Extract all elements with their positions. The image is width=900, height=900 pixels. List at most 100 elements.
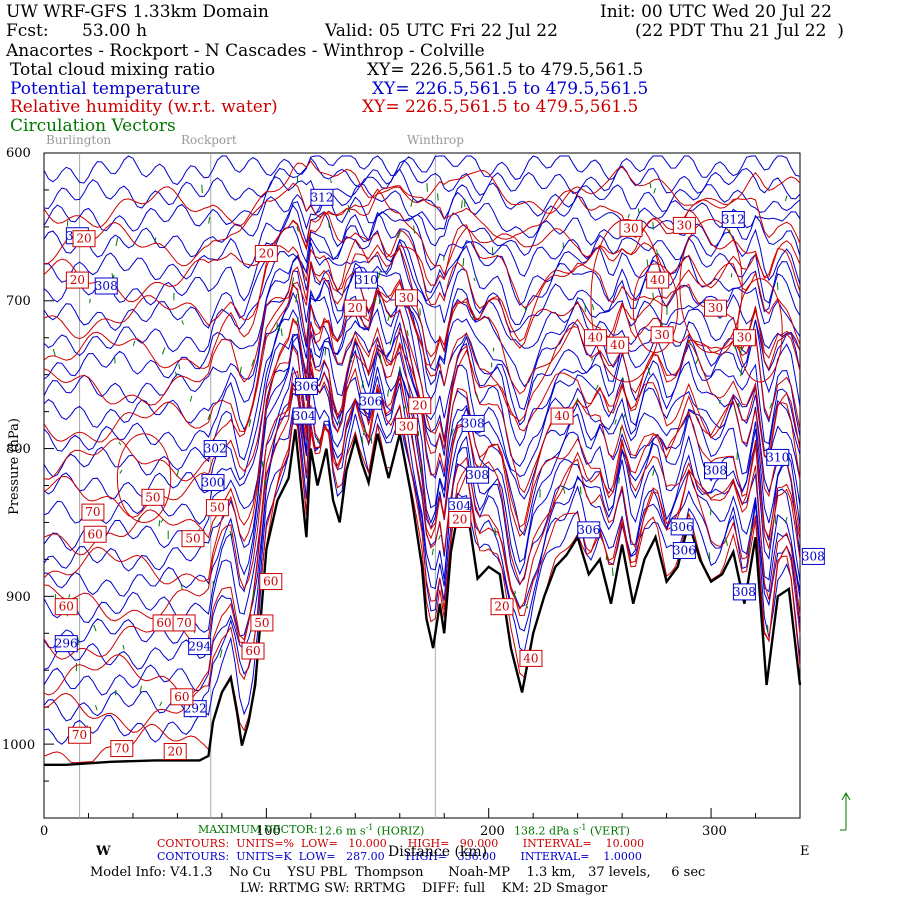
- legend-vectors-name: Circulation Vectors: [10, 116, 176, 136]
- theta-contour-label-box: [188, 638, 212, 656]
- circulation-vector: [296, 317, 300, 323]
- rh-contour-label: 20: [412, 399, 427, 413]
- rh-contour-label: 60: [59, 600, 74, 614]
- rh-contour-loop: [116, 433, 172, 523]
- model-info-physics: LW: RRTMG SW: RRTMG DIFF: full KM: 2D Sm…: [240, 881, 608, 896]
- circulation-vector: [695, 358, 699, 365]
- circulation-vector: [611, 567, 614, 577]
- west-label: W: [96, 844, 111, 859]
- theta-contour-label: 310: [766, 450, 789, 464]
- circulation-vector: [328, 222, 330, 228]
- theta-contour-line: [43, 269, 801, 452]
- circulation-vector: [737, 402, 741, 407]
- rh-contour-label-box: [250, 614, 274, 632]
- rh-contour-label-box: [141, 488, 165, 506]
- rh-contour-label: 20: [76, 232, 91, 246]
- circulation-vector: [437, 193, 439, 201]
- circulation-vector: [139, 685, 142, 693]
- circulation-vector: [776, 282, 779, 291]
- theta-contour-label: 306: [671, 520, 694, 534]
- theta-contour-label: 306: [577, 523, 600, 537]
- circulation-vector: [619, 427, 622, 436]
- circulation-vector: [627, 213, 630, 219]
- rh-contour-label: 40: [588, 331, 603, 345]
- model-title: UW WRF-GFS 1.33km Domain: [6, 2, 269, 22]
- y-tick-label: 1000: [2, 738, 36, 753]
- rh-contour-label: 30: [399, 291, 414, 305]
- circulation-vector: [575, 398, 579, 406]
- rh-contour-label-box: [704, 299, 728, 317]
- circulation-vector: [161, 347, 166, 355]
- rh-contour-label: 50: [145, 490, 160, 504]
- circulation-vector: [728, 229, 732, 235]
- theta-contour-line: [43, 157, 801, 210]
- max-vector-horiz: 12.6 m s-1 (HORIZ): [318, 823, 425, 838]
- circulation-vector: [219, 649, 223, 658]
- circulation-vector: [201, 184, 203, 193]
- theta-contour-label: 312: [722, 213, 745, 227]
- circulation-vector: [280, 328, 283, 337]
- circulation-vector: [373, 299, 377, 304]
- max-vector-vert: 138.2 dPa s-1 (VERT): [514, 823, 630, 838]
- rh-contour-label: 40: [650, 273, 665, 287]
- rh-contour-line: [43, 285, 801, 518]
- theta-contour-line: [43, 383, 801, 696]
- circulation-vector: [708, 552, 711, 560]
- rh-contour-loop: [590, 219, 663, 383]
- theta-contour-label-box: [354, 271, 378, 289]
- rh-contour-line: [43, 415, 801, 764]
- circulation-vector: [734, 408, 737, 414]
- theta-contour-label-box: [310, 188, 334, 206]
- circulation-vector: [132, 340, 136, 347]
- theta-contour-label-box: [704, 462, 728, 480]
- rh-contour-label-box: [448, 510, 472, 528]
- circulation-vector: [649, 182, 652, 189]
- rh-contour-label-box: [72, 230, 96, 248]
- circulation-vector: [389, 339, 392, 345]
- circulation-vector: [252, 590, 255, 600]
- rh-contour-label: 30: [623, 221, 638, 235]
- reference-vector-arrowhead: [841, 791, 851, 801]
- circulation-vector: [647, 366, 651, 376]
- route-label: Anacortes - Rockport - N Cascades - Wint…: [6, 41, 485, 61]
- rh-contour-label: 30: [655, 328, 670, 342]
- rh-contour-label-box: [81, 503, 105, 521]
- rh-contour-label-box: [254, 244, 278, 262]
- legend-theta-name: Potential temperature: [10, 79, 201, 99]
- legend-rh-name: Relative humidity (w.r.t. water): [10, 97, 278, 117]
- theta-contour-label: 304: [448, 499, 471, 513]
- rh-contour-label: 50: [254, 616, 269, 630]
- rh-contour-info: CONTOURS: UNITS=% LOW= 10.000 HIGH= 90.0…: [157, 837, 645, 850]
- rh-contour-loop: [632, 263, 679, 353]
- circulation-vector: [338, 420, 341, 425]
- circulation-vector: [181, 320, 184, 325]
- theta-contour-label: 310: [355, 273, 378, 287]
- circulation-vector: [784, 516, 788, 524]
- model-info: Model Info: V4.1.3 No Cu YSU PBL Thompso…: [90, 865, 706, 880]
- theta-contour-line: [43, 229, 801, 357]
- rh-contour-label-box: [170, 688, 194, 706]
- circulation-vector: [784, 195, 788, 202]
- place-label-rockport: Rockport: [181, 133, 237, 147]
- circulation-vector: [406, 329, 409, 336]
- rh-contour-line: [43, 211, 801, 340]
- circulation-vector: [646, 259, 649, 267]
- rh-contour-label-box: [54, 598, 78, 616]
- circulation-vector: [361, 380, 364, 389]
- rh-contour-label: 30: [737, 331, 752, 345]
- circulation-vector: [420, 466, 423, 475]
- circulation-vector: [52, 348, 56, 357]
- theta-contour-label-box: [461, 414, 485, 432]
- theta-contour-line: [43, 239, 801, 380]
- east-label: E: [800, 844, 810, 859]
- circulation-vector: [176, 469, 180, 477]
- circulation-vector: [115, 237, 119, 247]
- theta-contour-label-box: [201, 474, 225, 492]
- rh-contour-line: [43, 238, 801, 406]
- terrain-line: [44, 429, 802, 766]
- rh-contour-label: 60: [88, 527, 103, 541]
- circulation-vector: [251, 359, 255, 367]
- legend-cloud-xy: XY= 226.5,561.5 to 479.5,561.5: [367, 60, 644, 80]
- rh-contour-line: [43, 160, 801, 228]
